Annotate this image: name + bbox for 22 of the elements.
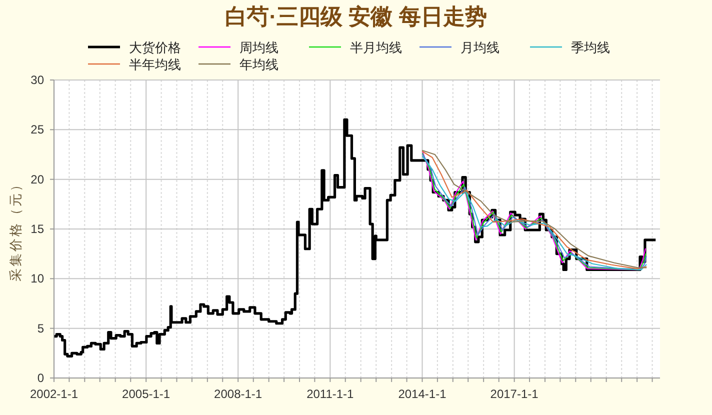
y-tick-label: 30: [30, 73, 44, 87]
y-tick-label: 20: [30, 172, 44, 186]
x-tick-label: 2011-1-1: [306, 387, 354, 401]
x-tick-label: 2002-1-1: [30, 387, 78, 401]
y-tick-label: 5: [37, 321, 44, 336]
y-tick-label: 15: [30, 222, 44, 236]
legend-label: 周均线: [240, 40, 278, 55]
legend-label: 月均线: [460, 40, 500, 55]
legend-label: 大货价格: [129, 40, 181, 55]
y-tick-label: 25: [30, 122, 44, 137]
title: 白芍·三四级 安徽 每日走势: [225, 4, 487, 29]
x-tick-label: 2017-1-1: [490, 387, 538, 401]
ylabel: 采集价格（元）: [8, 176, 23, 282]
y-tick-label: 0: [37, 371, 44, 385]
legend-label: 年均线: [240, 57, 278, 72]
x-tick-label: 2005-1-1: [122, 387, 170, 401]
x-tick-label: 2008-1-1: [214, 387, 262, 401]
legend-label: 季均线: [571, 40, 610, 55]
y-tick-label: 10: [30, 272, 44, 286]
legend-label: 半年均线: [129, 57, 181, 72]
x-tick-label: 2014-1-1: [398, 387, 446, 401]
legend-label: 半月均线: [350, 40, 402, 55]
